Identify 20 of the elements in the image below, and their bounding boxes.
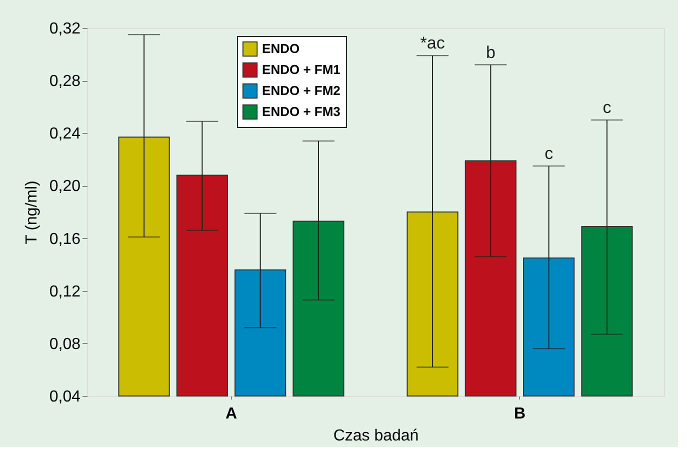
legend-label: ENDO + FM2 [262, 83, 340, 98]
y-tick-label: 0,20 [49, 178, 81, 196]
annotation: c [602, 98, 612, 117]
annotation: c [544, 144, 554, 163]
x-tick-label: B [514, 406, 526, 422]
legend-label: ENDO [262, 41, 300, 56]
y-tick-label: 0,04 [49, 388, 81, 406]
x-tick-label: A [225, 406, 238, 422]
annotation: b [486, 42, 496, 62]
legend-label: ENDO + FM3 [262, 104, 340, 119]
y-tick-label: 0,08 [49, 336, 81, 353]
annotation: *ac [420, 34, 446, 53]
y-tick-label: 0,12 [49, 283, 81, 300]
y-tick-label: 0,16 [49, 230, 81, 248]
y-tick-label: 0,28 [49, 73, 81, 90]
y-axis-title: T (ng/ml) [23, 180, 40, 244]
x-axis-title: Czas badań [333, 428, 419, 444]
legend-label: ENDO + FM1 [262, 62, 340, 77]
y-tick-label: 0,24 [49, 126, 81, 143]
y-tick-label: 0,32 [49, 20, 81, 38]
